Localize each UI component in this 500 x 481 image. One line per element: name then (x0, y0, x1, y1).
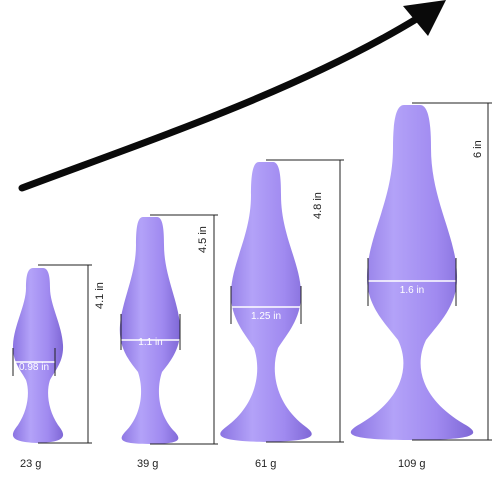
product-2-measurements (120, 214, 218, 445)
product-1-silhouette (12, 268, 64, 443)
product-1-diameter-label: 0.98 in (18, 362, 50, 373)
product-4-height-label: 6 in (472, 140, 484, 158)
product-2-silhouette (119, 217, 181, 444)
product-1-measurements (12, 264, 92, 444)
trend-up-arrow-icon (18, 0, 446, 192)
product-2-weight-label: 39 g (137, 458, 159, 470)
product-3-measurements (230, 159, 344, 443)
product-4-diameter-label: 1.6 in (399, 285, 425, 296)
product-1-height-label: 4.1 in (94, 282, 106, 309)
product-2-height-label: 4.5 in (197, 226, 209, 253)
product-4-measurements (367, 102, 492, 441)
product-4-silhouette (350, 105, 474, 440)
product-3-weight-label: 61 g (255, 458, 277, 470)
product-2-diameter-label: 1.1 in (138, 337, 163, 348)
product-3-height-label: 4.8 in (312, 192, 324, 219)
product-3-diameter-label: 1.25 in (250, 311, 282, 322)
product-4-weight-label: 109 g (398, 458, 426, 470)
product-1-weight-label: 23 g (20, 458, 42, 470)
product-3-silhouette (220, 162, 312, 442)
